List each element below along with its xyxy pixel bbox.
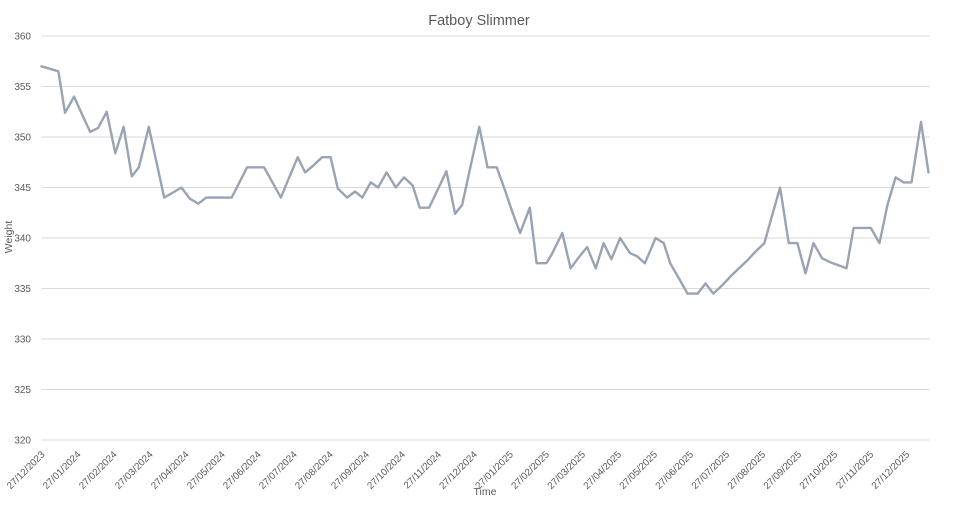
svg-text:325: 325 [14, 385, 31, 396]
svg-text:Fatboy Slimmer: Fatboy Slimmer [428, 13, 530, 29]
svg-text:320: 320 [14, 436, 31, 447]
svg-text:345: 345 [14, 183, 31, 194]
svg-text:335: 335 [14, 284, 31, 295]
svg-text:340: 340 [14, 234, 31, 245]
svg-text:360: 360 [14, 32, 31, 43]
svg-text:350: 350 [14, 133, 31, 144]
svg-text:355: 355 [14, 82, 31, 93]
svg-text:330: 330 [14, 335, 31, 346]
svg-text:Weight: Weight [3, 221, 15, 254]
svg-text:Time: Time [474, 486, 497, 498]
